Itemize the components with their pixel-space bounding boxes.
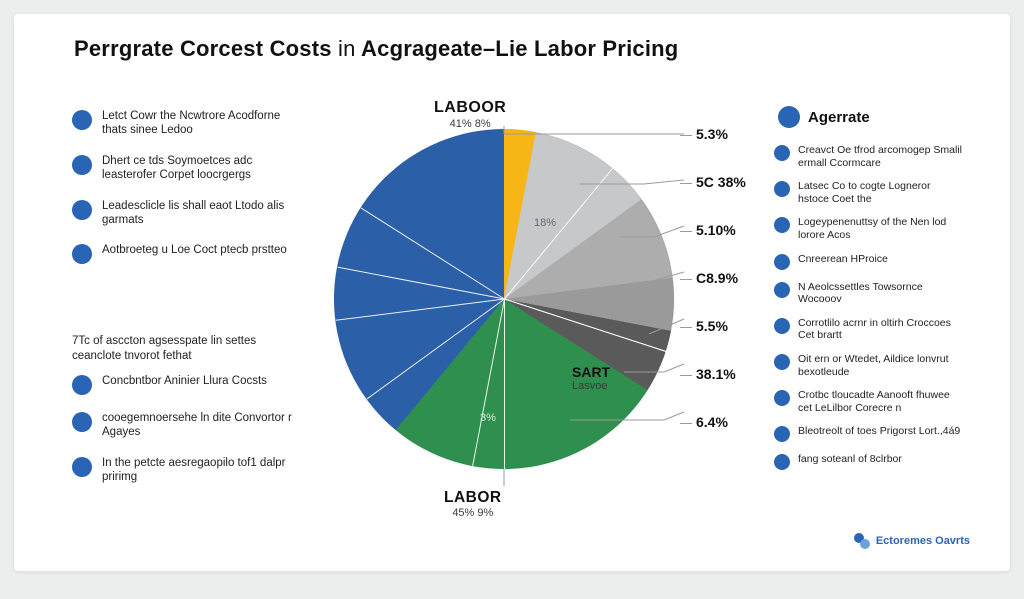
bullet-icon	[774, 390, 790, 406]
left-list-top: Letct Cowr the Ncwtrore Acodforne thats …	[72, 109, 297, 280]
list-item: cooegemnoersehe ln dite Convortor r Agay…	[72, 411, 297, 440]
percent-value: 5.5%	[696, 318, 756, 334]
list-item: Dhert ce tds Soymoetces adc leasterofer …	[72, 154, 297, 183]
bullet-icon	[72, 155, 92, 175]
bullet-icon	[774, 426, 790, 442]
list-item: Leadesclicle lis shall eaot Ltodo alis g…	[72, 199, 297, 228]
percent-value: 5C 38%	[696, 174, 756, 190]
bullet-icon	[774, 354, 790, 370]
percent-value: C8.9%	[696, 270, 756, 286]
right-heading: Agerrate	[778, 106, 958, 128]
percent-value: 38.1%	[696, 366, 756, 382]
list-item: Cnreerean HProice	[774, 253, 964, 270]
card: Perrgrate Corcest Costs in Acgrageate–Li…	[14, 14, 1010, 571]
bullet-icon	[72, 244, 92, 264]
bullet-icon	[774, 282, 790, 298]
bullet-icon	[774, 254, 790, 270]
list-item: Corrotlilo acrnr in oltirh Croccoes Cet …	[774, 317, 964, 342]
pie-top-label: LABOOR 41% 8%	[434, 99, 506, 130]
list-heading: 7Tc of asccton agsesspate lin settes cea…	[72, 334, 272, 364]
list-item: In the petcte aesregaopilo tof1 dalpr pr…	[72, 456, 297, 485]
bullet-icon	[72, 375, 92, 395]
percent-value: 5.10%	[696, 222, 756, 238]
percent-column: 5.3% 5C 38% 5.10% C8.9% 5.5% 38.1% 6.4%	[696, 126, 756, 462]
list-item: Bleotreolt of toes Prigorst Lort.,4á9	[774, 425, 964, 442]
list-item: Aotbroeteg u Loe Coct ptecb prstteo	[72, 243, 297, 264]
pie-bottom-label: LABOR 45% 9%	[444, 489, 502, 519]
bullet-icon	[774, 181, 790, 197]
brand-mark: Ectoremes Oavrts	[854, 533, 970, 549]
list-item: Latsec Co to cogte Logneror hstoce Coet …	[774, 180, 964, 205]
pie-inner-label: 3%	[480, 412, 496, 424]
bullet-icon	[72, 200, 92, 220]
bullet-icon	[778, 106, 800, 128]
left-list-bottom: 7Tc of asccton agsesspate lin settes cea…	[72, 334, 297, 500]
list-item: Oit ern or Wtedet, Aildice lonvrut bexot…	[774, 353, 964, 378]
bullet-icon	[774, 145, 790, 161]
brand-icon	[854, 533, 870, 549]
page-title: Perrgrate Corcest Costs in Acgrageate–Li…	[74, 36, 678, 62]
pie-chart	[334, 129, 674, 469]
percent-value: 5.3%	[696, 126, 756, 142]
bullet-icon	[774, 454, 790, 470]
bullet-icon	[72, 457, 92, 477]
right-list: Creavct Oe tfrod arcomogep Smalil ermall…	[774, 144, 964, 481]
bullet-icon	[72, 110, 92, 130]
pie-sart-label: SART Lasvoe	[572, 364, 610, 392]
list-item: Letct Cowr the Ncwtrore Acodforne thats …	[72, 109, 297, 138]
list-item: Logeypenenuttsy of the Nen lod lorore Ac…	[774, 216, 964, 241]
list-item: fang soteanl of 8clrbor	[774, 453, 964, 470]
list-item: N Aeolcssettles Towsornce Wocooov	[774, 281, 964, 306]
pie-inner-label: 18%	[534, 217, 556, 229]
list-item: Crotbc tloucadte Aanooft fhuwee cet LeLi…	[774, 389, 964, 414]
list-item: Creavct Oe tfrod arcomogep Smalil ermall…	[774, 144, 964, 169]
bullet-icon	[774, 217, 790, 233]
bullet-icon	[774, 318, 790, 334]
bullet-icon	[72, 412, 92, 432]
list-item: Concbntbor Aninier Llura Cocsts	[72, 374, 297, 395]
percent-value: 6.4%	[696, 414, 756, 430]
